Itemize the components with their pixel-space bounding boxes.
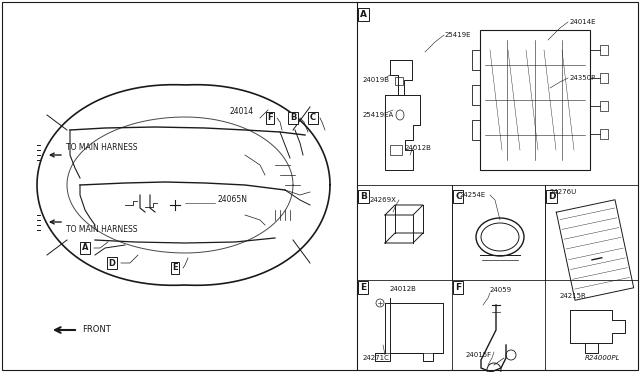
Text: R24000PL: R24000PL — [584, 355, 620, 361]
Text: 24065N: 24065N — [217, 196, 247, 205]
Text: 24269X: 24269X — [370, 197, 397, 203]
Bar — [480, 30, 590, 170]
Bar — [600, 73, 608, 83]
Text: 25419E: 25419E — [445, 32, 472, 38]
Text: 24012B: 24012B — [390, 286, 417, 292]
Text: 24014: 24014 — [230, 108, 254, 116]
Text: E: E — [360, 283, 366, 292]
Text: FRONT: FRONT — [82, 326, 111, 334]
Text: A: A — [82, 244, 88, 253]
Bar — [395, 77, 403, 85]
Text: 24014E: 24014E — [570, 19, 596, 25]
Text: E: E — [172, 263, 178, 273]
Text: D: D — [548, 192, 556, 201]
Text: TO MAIN HARNESS: TO MAIN HARNESS — [66, 225, 138, 234]
Text: 24015F: 24015F — [466, 352, 492, 358]
Bar — [600, 129, 608, 139]
Text: 24254E: 24254E — [460, 192, 486, 198]
Bar — [600, 45, 608, 55]
Text: 24271C: 24271C — [363, 355, 390, 361]
Text: 25419EA: 25419EA — [363, 112, 394, 118]
Bar — [390, 145, 402, 155]
Text: C: C — [310, 113, 316, 122]
Text: F: F — [267, 113, 273, 122]
Text: B: B — [360, 192, 367, 201]
Text: 24012B: 24012B — [405, 145, 432, 151]
Text: C: C — [455, 192, 461, 201]
Text: 24059: 24059 — [490, 287, 512, 293]
Text: B: B — [290, 113, 296, 122]
Bar — [600, 101, 608, 111]
Text: 24276U: 24276U — [550, 189, 577, 195]
Text: 24215R: 24215R — [560, 293, 587, 299]
Text: 24019B: 24019B — [363, 77, 390, 83]
Text: D: D — [109, 259, 115, 267]
Text: TO MAIN HARNESS: TO MAIN HARNESS — [66, 142, 138, 151]
Text: 24350P: 24350P — [570, 75, 596, 81]
Text: A: A — [360, 10, 367, 19]
Text: F: F — [455, 283, 461, 292]
